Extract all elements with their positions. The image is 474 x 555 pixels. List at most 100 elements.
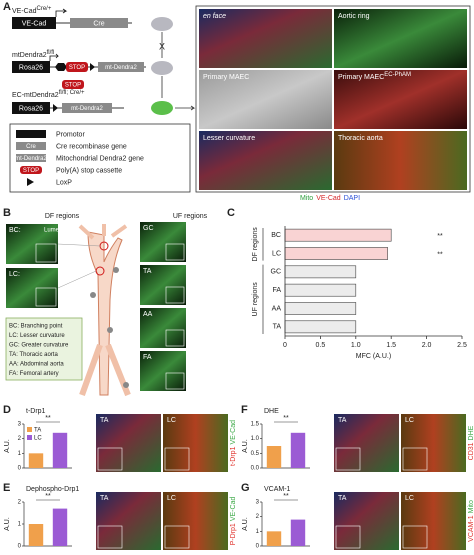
y-tick-label: 0 <box>18 544 22 550</box>
y-tick-label: 2 <box>256 514 260 520</box>
legend-icon <box>16 142 46 150</box>
micrograph <box>96 414 161 472</box>
text: mtDendra2 <box>12 52 47 59</box>
panel-label: A <box>3 1 11 13</box>
bar <box>266 446 282 468</box>
legend-icon-text: Cre <box>26 144 36 150</box>
y-tick-label: BC <box>271 232 281 239</box>
y-tick-label: LC <box>272 250 281 257</box>
y-axis-label: A.U. <box>242 517 249 531</box>
panel-label: C <box>227 207 235 219</box>
inset <box>35 287 57 307</box>
image-label: FA <box>143 354 152 361</box>
group-header: DF regions <box>45 213 80 220</box>
significance: ** <box>283 493 289 500</box>
micrograph <box>401 414 466 472</box>
inset <box>335 525 361 549</box>
region-marker <box>90 292 96 298</box>
mouse-line-label: mtDendra2fl/fl <box>12 50 54 59</box>
panel-label: B <box>3 207 11 219</box>
inset <box>165 286 185 304</box>
micrograph <box>334 492 399 550</box>
image-frame <box>195 5 471 193</box>
y-tick-label: TA <box>273 324 282 331</box>
micrograph <box>140 265 186 305</box>
text: t-Drp1 <box>230 446 237 466</box>
mouse-icon <box>151 61 173 75</box>
loxp <box>55 63 67 71</box>
stain-label: Mito <box>300 195 313 202</box>
image-label: LC <box>167 417 176 424</box>
inset <box>164 525 190 549</box>
bar <box>284 320 357 334</box>
y-axis-label: A.U. <box>4 517 11 531</box>
y-tick-label: 1.0 <box>251 436 260 442</box>
micrograph <box>334 414 399 472</box>
image-label: AA <box>143 311 153 318</box>
image-label: LC <box>167 495 176 502</box>
legend: BC: Branching point LC: Lesser curvature G… <box>9 324 69 378</box>
text: VE-Cad <box>230 420 237 445</box>
inset <box>335 447 361 471</box>
significance: ** <box>437 251 443 258</box>
y-tick-label: 3 <box>256 500 260 506</box>
text: Lesser curvature <box>203 135 255 142</box>
micrograph <box>199 131 332 190</box>
micrograph <box>334 9 467 68</box>
y-tick-label: FA <box>272 287 281 294</box>
image-label: Aortic ring <box>338 13 370 20</box>
legend-icon <box>27 178 34 186</box>
legend-text: TA <box>34 428 41 434</box>
legend-text: GC: Greater curvature <box>9 343 69 349</box>
bar <box>290 519 306 546</box>
arrow <box>49 53 59 61</box>
inset <box>97 447 123 471</box>
connector <box>57 243 101 247</box>
chart-title: t-Drp1 <box>26 408 46 415</box>
image-label: Primary MAECEC-PhAM <box>338 72 411 81</box>
y-tick-label: 0 <box>18 466 22 472</box>
text: Primary MAEC <box>203 74 249 81</box>
y-tick-label: GC <box>271 269 282 276</box>
bar <box>52 508 68 546</box>
micrograph <box>199 9 332 68</box>
micrograph <box>140 351 186 391</box>
panel-label: G <box>241 482 250 494</box>
x-tick-label: 1.5 <box>386 342 396 349</box>
image-label: LC <box>405 495 414 502</box>
y-tick-label: AA <box>272 305 282 312</box>
legend-text: LoxP <box>56 179 72 186</box>
region-marker <box>123 382 129 388</box>
gene-box <box>62 103 112 113</box>
bar <box>284 302 357 315</box>
micrograph <box>140 308 186 348</box>
loxp <box>53 104 58 112</box>
chart-title: VCAM-1 <box>264 486 291 493</box>
panel-label: F <box>241 404 248 416</box>
x-tick-label: 2.5 <box>457 342 467 349</box>
stop-text: STOP <box>69 65 85 71</box>
y-tick-label: 2 <box>18 500 22 506</box>
legend-swatch <box>27 427 32 432</box>
charts: C BC ** LC ** DF regions GC FA AA TA UF regions 0 0.… <box>3 207 474 550</box>
arrow <box>175 105 196 111</box>
image-label: Primary MAEC <box>203 74 249 81</box>
y-tick-label: 1.5 <box>251 422 260 428</box>
text: Aortic ring <box>338 13 370 20</box>
promoter-text: Rosa26 <box>19 64 43 71</box>
image-label: GC <box>143 225 154 232</box>
significance: ** <box>45 415 51 422</box>
text: VE-Cad <box>230 497 237 522</box>
significance: ** <box>437 233 443 240</box>
micrograph <box>334 70 467 129</box>
inset <box>165 243 185 261</box>
chart-title: Dephospho-Drp1 <box>26 486 79 493</box>
x-tick-label: 2.0 <box>422 342 432 349</box>
bar <box>284 247 388 260</box>
stain-caption: Mito VE-Cad DAPI <box>300 195 360 202</box>
inset <box>35 243 57 263</box>
image-label: TA <box>100 495 109 502</box>
text: Thoracic aorta <box>338 135 383 142</box>
inset <box>97 525 123 549</box>
